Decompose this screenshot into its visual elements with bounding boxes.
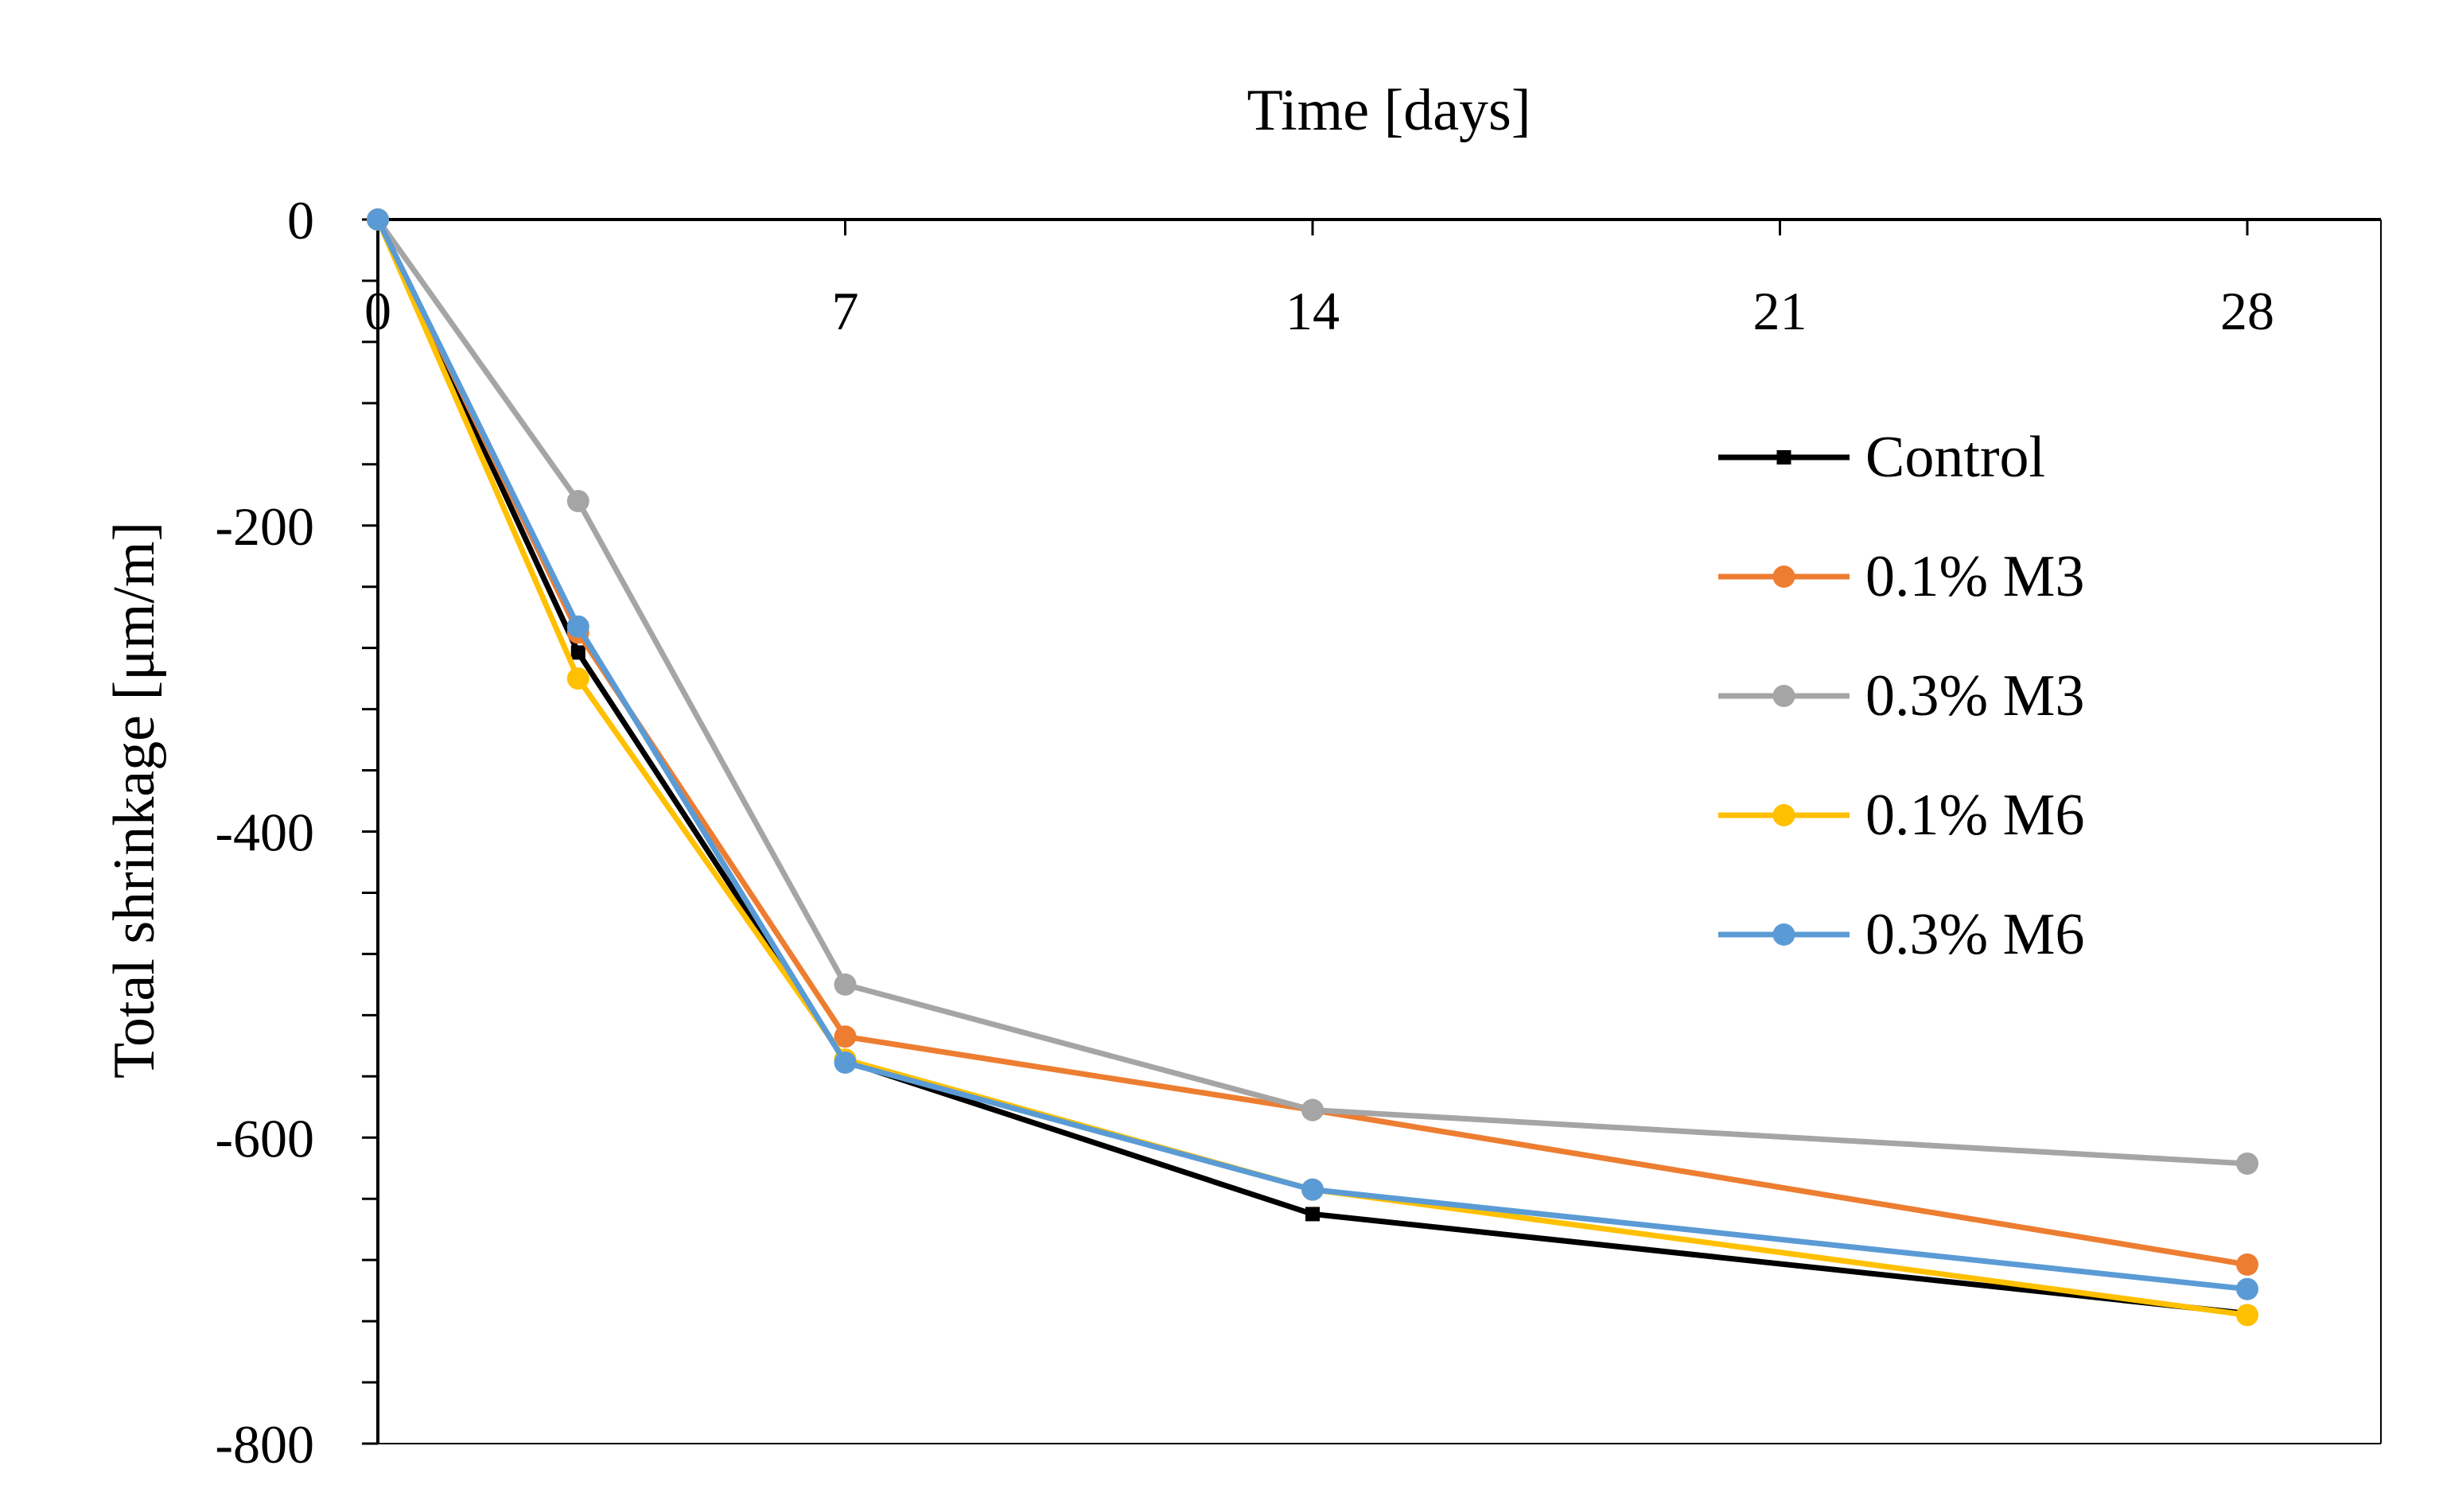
legend-item: Control (1718, 425, 2045, 490)
series-layer (367, 208, 2258, 1327)
x-tick-label: 7 (832, 281, 859, 341)
legend-marker (1776, 450, 1791, 464)
legend-item: 0.3% M3 (1718, 663, 2084, 729)
legend-label: 0.3% M6 (1865, 902, 2084, 967)
series-line (375, 218, 2248, 1292)
data-point (1301, 1178, 1324, 1201)
data-point (2236, 1253, 2258, 1276)
x-tick-label: 0 (364, 281, 391, 341)
data-point (566, 615, 589, 638)
axes: 0 -200 -400 -600 -800 0 7 14 21 28 (215, 190, 2274, 1475)
data-point (570, 645, 585, 660)
y-tick-label: -200 (215, 496, 314, 557)
data-point (834, 1025, 857, 1048)
series-control (371, 212, 2254, 1321)
y-tick-label: -600 (215, 1108, 314, 1168)
legend-marker (1772, 685, 1795, 707)
legend-label: Control (1865, 425, 2045, 490)
legend-label: 0.3% M3 (1865, 663, 2084, 729)
data-point (2236, 1152, 2258, 1175)
x-axis-title: Time [days] (1247, 78, 1531, 143)
data-point (834, 973, 857, 996)
y-tick-label: -400 (215, 803, 314, 863)
data-point (1301, 1098, 1324, 1121)
y-tick-label: 0 (287, 190, 314, 251)
legend-item: 0.1% M3 (1718, 544, 2084, 609)
y-axis-title: Total shrinkage [μm/m] (102, 522, 167, 1079)
legend-marker (1772, 923, 1795, 946)
series-line (375, 218, 2248, 1318)
data-point (1305, 1207, 1320, 1222)
data-point (367, 208, 389, 231)
legend-marker (1772, 566, 1795, 588)
x-tick-label: 21 (1753, 281, 1807, 341)
x-tick-label: 14 (1286, 281, 1340, 341)
y-tick-label: -800 (215, 1414, 314, 1475)
legend-marker (1772, 804, 1795, 826)
data-point (834, 1051, 857, 1074)
series-0-3-m6 (367, 208, 2258, 1300)
x-tick-label: 28 (2220, 281, 2274, 341)
data-point (566, 489, 589, 512)
data-point (2236, 1277, 2258, 1300)
legend-item: 0.3% M6 (1718, 902, 2084, 967)
legend: Control 0.1% M3 0.3% M3 0.1% M6 0.3% M6 (1718, 425, 2084, 967)
data-point (2236, 1304, 2258, 1327)
legend-label: 0.1% M6 (1865, 783, 2084, 848)
legend-item: 0.1% M6 (1718, 783, 2084, 848)
data-point (566, 667, 589, 690)
legend-label: 0.1% M3 (1865, 544, 2084, 609)
